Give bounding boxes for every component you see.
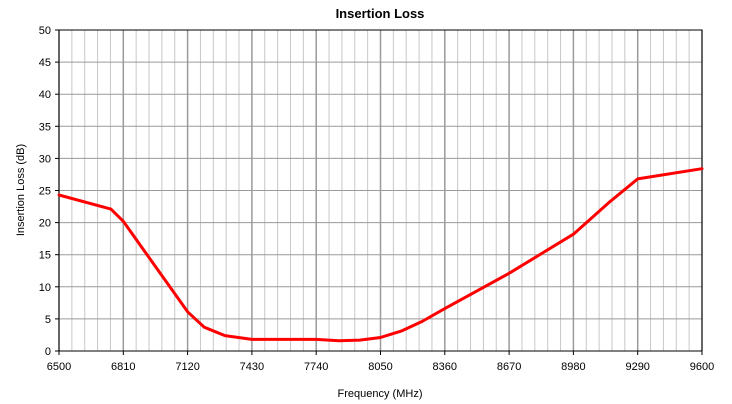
y-tick-label: 30 [39, 153, 51, 165]
x-axis: 6500 6810 7120 7430 7740 8050 8360 8670 8980 9290… [47, 351, 714, 373]
y-tick-label: 0 [45, 346, 51, 358]
y-tick-label: 25 [39, 186, 51, 198]
y-tick-label: 20 [39, 218, 51, 230]
y-tick-label: 35 [39, 121, 51, 133]
x-axis-label: Frequency (MHz) [338, 388, 423, 400]
grid [58, 29, 703, 352]
series-layer [57, 167, 704, 343]
x-tick-label: 8670 [497, 361, 521, 373]
y-tick-label: 5 [45, 314, 51, 326]
x-tick-label: 9600 [690, 361, 714, 373]
x-tick-label: 9290 [625, 361, 649, 373]
x-tick-label: 8360 [433, 361, 457, 373]
y-axis: 0 5 10 15 20 25 30 35 40 45 50 [39, 25, 59, 358]
y-tick-label: 10 [39, 282, 51, 294]
x-tick-label: 7740 [304, 361, 328, 373]
x-tick-label: 8050 [368, 361, 392, 373]
series-line [57, 167, 704, 343]
x-tick-label: 7120 [175, 361, 199, 373]
x-tick-label: 7430 [240, 361, 264, 373]
y-tick-label: 40 [39, 89, 51, 101]
chart-title: Insertion Loss [336, 6, 425, 21]
x-tick-label: 6500 [47, 361, 71, 373]
y-axis-label: Insertion Loss (dB) [15, 144, 27, 236]
x-tick-label: 8980 [561, 361, 585, 373]
y-tick-label: 50 [39, 25, 51, 37]
x-tick-label: 6810 [111, 361, 135, 373]
y-tick-label: 45 [39, 57, 51, 69]
y-tick-label: 15 [39, 250, 51, 262]
